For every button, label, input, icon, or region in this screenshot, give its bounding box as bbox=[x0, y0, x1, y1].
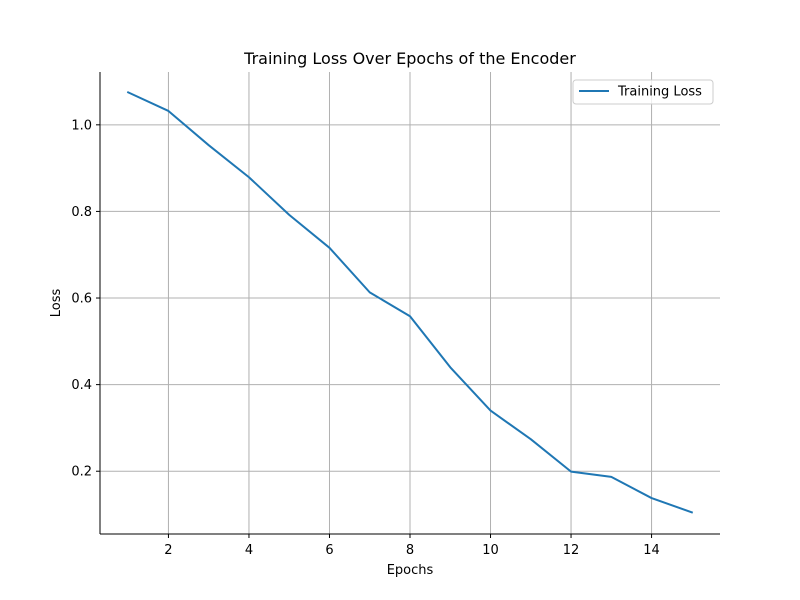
y-tick-label: 0.4 bbox=[71, 378, 92, 393]
y-tick-label: 1.0 bbox=[71, 118, 92, 133]
data-point bbox=[570, 471, 572, 473]
grid bbox=[100, 72, 720, 534]
series-line bbox=[126, 91, 694, 514]
data-point bbox=[288, 214, 290, 216]
data-point bbox=[208, 144, 210, 146]
y-tick-label: 0.8 bbox=[71, 205, 92, 220]
x-axis-label: Epochs bbox=[387, 563, 434, 578]
data-point bbox=[248, 176, 250, 178]
legend-box bbox=[572, 79, 714, 105]
data-point bbox=[409, 315, 411, 317]
x-tick-label: 10 bbox=[482, 543, 499, 558]
series-layer bbox=[126, 91, 694, 514]
chart-title: Training Loss Over Epochs of the Encoder bbox=[243, 49, 576, 68]
legend: Training Loss bbox=[572, 79, 714, 105]
data-point bbox=[127, 91, 129, 93]
x-tick-label: 14 bbox=[643, 543, 660, 558]
data-point bbox=[651, 497, 653, 499]
data-point bbox=[610, 476, 612, 478]
data-point bbox=[449, 366, 451, 368]
legend-label: Training Loss bbox=[617, 85, 702, 100]
data-point bbox=[691, 511, 693, 513]
data-point bbox=[490, 410, 492, 412]
x-tick-label: 8 bbox=[406, 543, 414, 558]
x-tick-label: 4 bbox=[245, 543, 253, 558]
data-point bbox=[167, 110, 169, 112]
x-tick-label: 6 bbox=[325, 543, 333, 558]
x-tick-label: 2 bbox=[164, 543, 172, 558]
y-tick-label: 0.6 bbox=[71, 292, 92, 307]
data-point bbox=[328, 247, 330, 249]
data-point bbox=[530, 438, 532, 440]
series-group bbox=[126, 91, 694, 514]
x-tick-label: 12 bbox=[563, 543, 580, 558]
y-tick-label: 0.2 bbox=[71, 465, 92, 480]
data-point bbox=[369, 291, 371, 293]
ticks: 2 4 6 8 10 12 14 0.2 0.4 0.6 0.8 1.0 bbox=[71, 118, 660, 558]
y-axis-label: Loss bbox=[49, 289, 64, 318]
